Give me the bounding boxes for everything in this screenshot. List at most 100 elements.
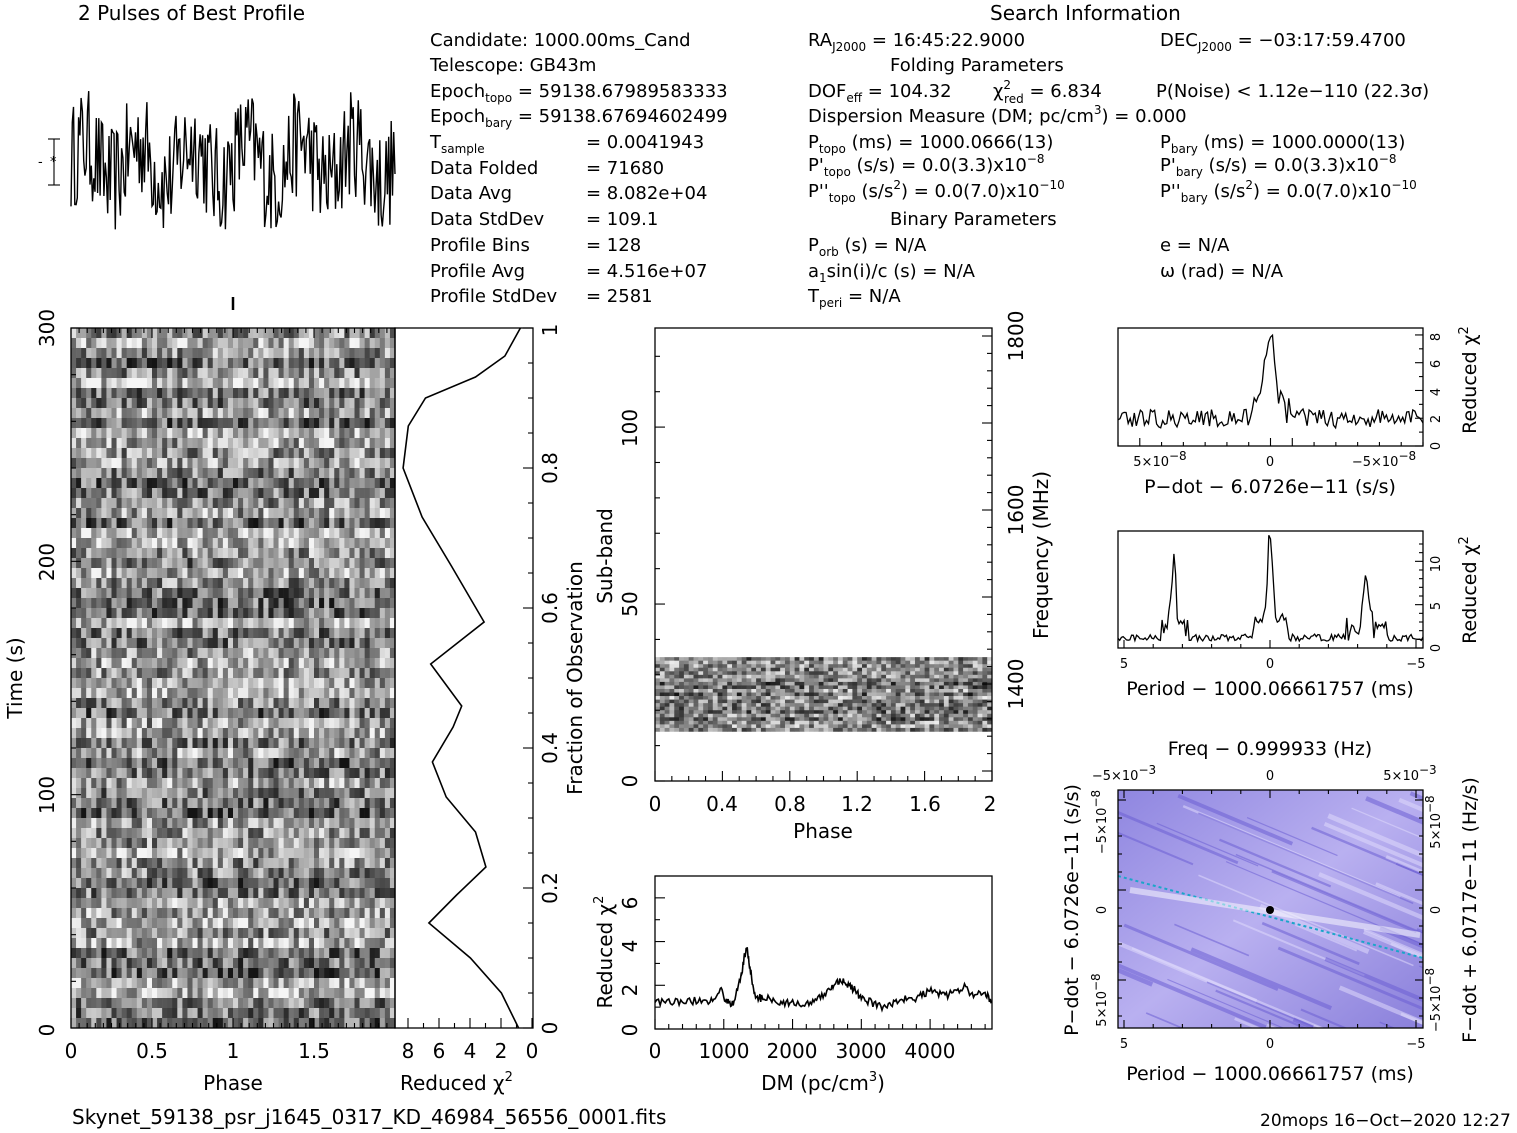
heatmap-cell	[263, 738, 269, 749]
heatmap-cell	[177, 328, 183, 339]
heatmap-cell	[298, 948, 305, 959]
subband-cell	[683, 664, 689, 669]
heatmap-cell	[379, 388, 386, 399]
heatmap-cell	[121, 998, 127, 1009]
heatmap-cell	[106, 738, 112, 749]
heatmap-cell	[293, 898, 300, 909]
subband-cell	[914, 671, 921, 676]
heatmap-cell	[339, 808, 345, 819]
heatmap-cell	[384, 488, 391, 499]
heatmap-cell	[243, 558, 249, 569]
heatmap-cell	[379, 958, 386, 969]
heatmap-cell	[349, 828, 355, 839]
heatmap-cell	[243, 418, 249, 429]
heatmap-cell	[268, 448, 274, 459]
heatmap-cell	[121, 968, 127, 979]
heatmap-cell	[374, 788, 381, 799]
heatmap-cell	[162, 568, 168, 579]
heatmap-cell	[131, 358, 138, 369]
heatmap-cell	[364, 888, 370, 899]
heatmap-cell	[162, 1018, 168, 1028]
heatmap-cell	[263, 798, 269, 809]
heatmap-cell	[319, 828, 325, 839]
heatmap-cell	[308, 678, 315, 689]
heatmap-cell	[207, 868, 214, 879]
heatmap-cell	[111, 828, 117, 839]
heatmap-cell	[319, 418, 325, 429]
heatmap-cell	[344, 508, 350, 519]
heatmap-cell	[217, 518, 224, 529]
heatmap-cell	[349, 428, 355, 439]
heatmap-cell	[314, 328, 320, 339]
heatmap-cell	[288, 848, 295, 859]
heatmap-cell	[106, 658, 112, 669]
heatmap-cell	[344, 568, 350, 579]
heatmap-cell	[76, 628, 82, 639]
heatmap-cell	[384, 548, 391, 559]
heatmap-cell	[243, 948, 249, 959]
heatmap-cell	[329, 758, 335, 769]
heatmap-cell	[197, 418, 203, 429]
heatmap-cell	[308, 528, 315, 539]
heatmap-cell	[379, 658, 386, 669]
heatmap-cell	[303, 428, 310, 439]
heatmap-cell	[227, 418, 234, 429]
heatmap-cell	[121, 608, 127, 619]
heatmap-cell	[253, 568, 259, 579]
subband-cell	[876, 667, 882, 672]
heatmap-cell	[222, 368, 229, 379]
heatmap-cell	[162, 858, 168, 869]
heatmap-cell	[258, 768, 264, 779]
heatmap-cell	[233, 638, 239, 649]
heatmap-cell	[243, 628, 249, 639]
heatmap-cell	[76, 458, 82, 469]
heatmap-cell	[131, 888, 138, 899]
heatmap-cell	[314, 1018, 320, 1028]
data-stddev-label: Data StdDev	[430, 209, 545, 230]
heatmap-cell	[253, 948, 259, 959]
heatmap-cell	[121, 838, 127, 849]
heatmap-cell	[364, 728, 370, 739]
heatmap-cell	[339, 388, 345, 399]
heatmap-cell	[157, 908, 163, 919]
heatmap-cell	[288, 478, 295, 489]
heatmap-cell	[222, 398, 229, 409]
heatmap-cell	[283, 698, 289, 709]
heatmap-cell	[136, 718, 143, 729]
heatmap-cell	[243, 348, 249, 359]
heatmap-cell	[131, 548, 138, 559]
heatmap-cell	[384, 818, 391, 829]
subband-cell	[948, 671, 954, 676]
heatmap-cell	[268, 588, 274, 599]
heatmap-cell	[238, 678, 244, 689]
heatmap-cell	[263, 518, 269, 529]
heatmap-cell	[157, 778, 163, 789]
subband-cell	[789, 667, 795, 672]
heatmap-cell	[278, 548, 284, 559]
heatmap-cell	[222, 868, 229, 879]
heatmap-cell	[167, 928, 173, 939]
heatmap-cell	[238, 858, 244, 869]
heatmap-cell	[152, 468, 158, 479]
heatmap-cell	[369, 458, 376, 469]
heatmap-cell	[374, 528, 381, 539]
heatmap-cell	[258, 878, 264, 889]
heatmap-cell	[293, 858, 300, 869]
heatmap-cell	[222, 428, 229, 439]
heatmap-cell	[116, 1008, 122, 1019]
subband-cell	[881, 671, 887, 676]
heatmap-cell	[141, 768, 148, 779]
heatmap-cell	[146, 948, 153, 959]
subband-cell	[953, 657, 959, 661]
heatmap-cell	[106, 908, 112, 919]
subband-cell	[679, 678, 685, 683]
subband-cell	[775, 667, 781, 672]
heatmap-cell	[131, 748, 138, 759]
heatmap-cell	[238, 928, 244, 939]
heatmap-cell	[278, 388, 284, 399]
heatmap-cell	[243, 758, 249, 769]
heatmap-cell	[379, 338, 386, 349]
heatmap-cell	[182, 488, 188, 499]
subband-cell	[929, 664, 935, 669]
heatmap-cell	[278, 898, 284, 909]
